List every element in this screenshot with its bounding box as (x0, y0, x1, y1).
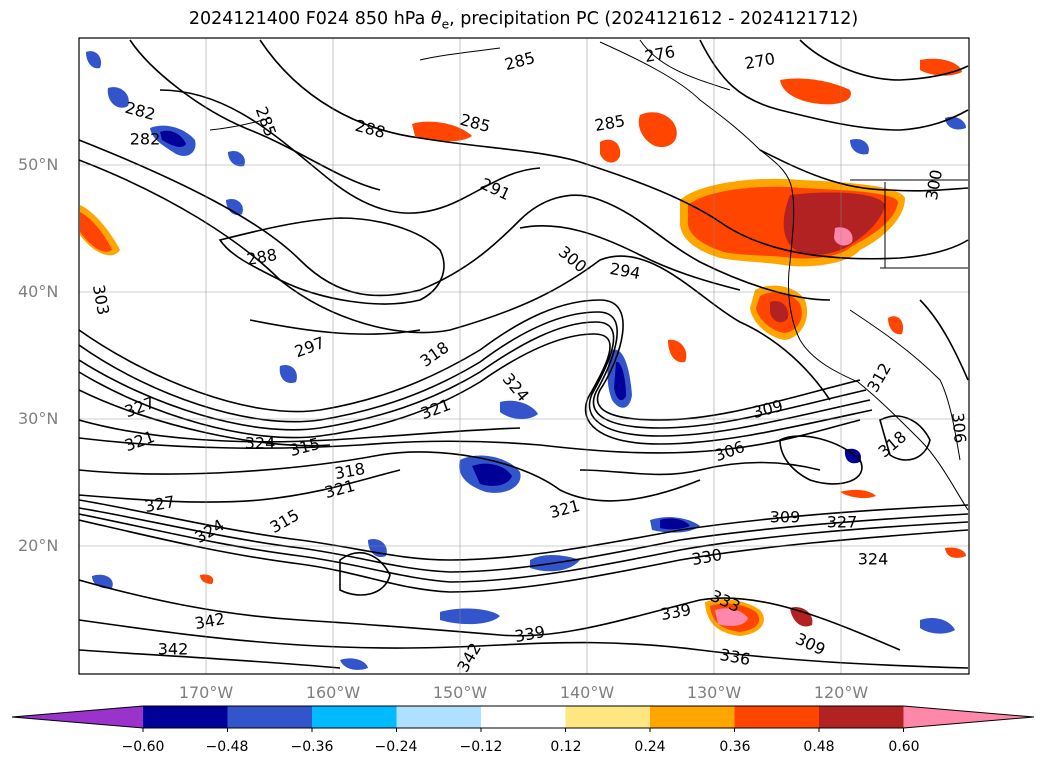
colorbar-segment (481, 706, 566, 728)
lon-label: 160°W (305, 683, 361, 702)
colorbar-segment (396, 706, 482, 728)
colorbar-tick: 0.24 (634, 739, 666, 755)
colorbar-tick: −0.60 (121, 739, 165, 755)
theta-e-contours (79, 39, 969, 669)
colorbar-tick: −0.24 (374, 739, 418, 755)
colorbar-tick: −0.48 (205, 739, 249, 755)
precipitation-fill (80, 51, 966, 670)
lat-label: 40°N (18, 282, 59, 301)
coastlines (209, 39, 969, 511)
lat-label: 50°N (18, 155, 59, 174)
contour-label: 306 (948, 412, 970, 444)
contour-label: 324 (858, 550, 889, 569)
colorbar-segment (565, 706, 651, 728)
lon-label: 140°W (559, 683, 615, 702)
colorbar-tick: 0.12 (550, 739, 582, 755)
colorbar-tick: 0.36 (719, 739, 751, 755)
contour-label: 282 (130, 130, 161, 149)
lon-label: 150°W (432, 683, 488, 702)
lon-label: 130°W (686, 683, 742, 702)
colorbar-segment (819, 706, 904, 728)
colorbar-segment (734, 706, 820, 728)
contour-label: 342 (158, 640, 189, 659)
colorbar-tick: 0.48 (803, 739, 835, 755)
figure-title: 2024121400 F024 850 hPa θe, precipitatio… (188, 9, 859, 32)
lat-label: 30°N (18, 409, 59, 428)
colorbar-segment (650, 706, 735, 728)
colorbar-segment (227, 706, 313, 728)
map-frame (78, 37, 970, 675)
gridlines (79, 38, 969, 674)
colorbar-segment (143, 706, 228, 728)
contour-label: 324 (245, 434, 276, 453)
contour-label: 327 (827, 513, 858, 532)
colorbar (11, 705, 1035, 732)
colorbar-tick: −0.12 (459, 739, 503, 755)
colorbar-tick: 0.60 (888, 739, 920, 755)
colorbar-extend-low (12, 706, 143, 728)
lon-label: 170°W (178, 683, 234, 702)
colorbar-segment (312, 706, 397, 728)
colorbar-extend-high (903, 706, 1034, 728)
lat-label: 20°N (18, 536, 59, 555)
lon-label: 120°W (813, 683, 869, 702)
contour-label: 309 (770, 508, 801, 527)
colorbar-tick: −0.36 (290, 739, 334, 755)
